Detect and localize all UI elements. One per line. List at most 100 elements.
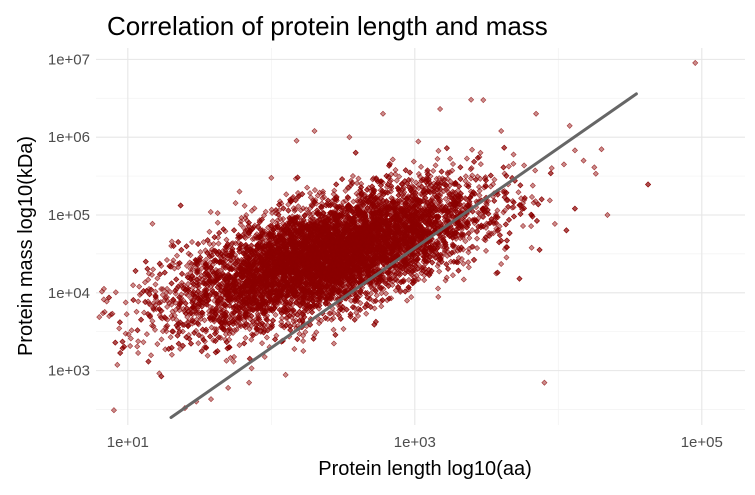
data-point [291,321,298,328]
data-point [230,358,237,365]
data-point [206,240,213,247]
data-point [477,161,484,168]
data-point [248,336,255,343]
data-point [591,164,598,171]
data-point [392,171,399,178]
data-point [330,310,337,317]
data-point [100,285,107,292]
data-point [519,222,527,229]
data-point [530,199,537,206]
data-point [183,262,190,269]
data-point [307,216,314,224]
data-point [148,352,155,359]
data-point [200,239,207,246]
data-point [521,162,528,169]
data-point [510,151,517,158]
data-point [274,217,281,224]
data-point [430,167,437,174]
data-point [130,282,137,289]
data-point [112,289,119,296]
data-point [123,311,130,318]
data-point [528,244,535,251]
data-point [435,260,442,267]
data-point [493,270,500,277]
data-point [396,173,403,180]
data-point [349,172,356,180]
data-point [127,335,134,342]
data-point [295,203,302,210]
data-points [96,59,699,414]
data-point [592,170,599,177]
data-point [455,244,462,251]
data-point [143,331,150,338]
data-point [482,247,490,254]
data-point [158,336,165,343]
data-point [345,184,352,191]
data-point [503,254,510,261]
data-point [283,191,290,198]
data-point [109,310,116,317]
data-point [447,155,454,162]
data-point [241,202,248,209]
data-point [302,328,309,335]
data-point [127,342,134,350]
data-point [278,322,285,329]
data-point [140,339,147,346]
data-point [469,227,476,234]
data-point [232,200,239,207]
data-point [500,209,507,216]
data-point [505,163,512,170]
data-point [462,173,469,180]
data-point [373,176,380,183]
data-point [449,160,457,168]
data-point [389,156,396,163]
data-point [135,298,142,305]
data-point [304,184,311,191]
data-point [378,303,385,310]
data-point [311,187,318,194]
data-point [382,290,389,297]
data-point [175,264,182,271]
data-point [272,311,279,318]
data-point [214,219,221,226]
data-point [363,310,370,317]
data-point [290,193,297,201]
data-point [465,264,472,271]
data-point [460,276,467,283]
data-point [206,228,213,235]
data-point [378,290,385,297]
data-point [299,309,306,316]
data-point [503,197,510,204]
data-point [204,352,211,359]
data-point [463,155,470,162]
data-point [410,158,417,165]
data-point [487,183,494,190]
data-point [269,218,276,225]
data-point [434,263,441,270]
data-point [405,276,412,283]
data-point [490,181,497,188]
data-point [442,195,449,202]
data-point [248,365,255,372]
data-point [296,330,303,337]
data-point [503,244,510,251]
data-point [210,241,217,248]
chart-title: Correlation of protein length and mass [107,11,548,41]
data-point [114,361,121,368]
data-point [383,199,390,206]
data-point [194,260,201,268]
data-point [510,160,517,167]
data-point [282,371,289,378]
data-point [158,307,165,314]
data-point [560,161,567,168]
data-point [491,176,498,183]
data-point [291,345,298,352]
data-point [474,235,481,242]
data-point [289,301,296,308]
data-point [133,308,140,315]
data-point [300,347,307,354]
data-point [195,284,202,291]
data-point [482,174,489,181]
data-point [168,351,175,358]
data-point [324,315,331,322]
